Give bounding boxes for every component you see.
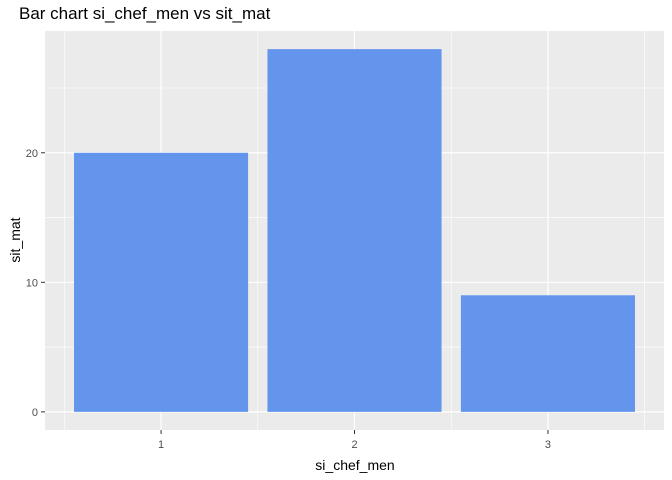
y-tick-label: 0 — [32, 407, 38, 419]
x-tick-label: 2 — [351, 439, 357, 451]
bar-1 — [74, 152, 249, 412]
y-axis-label: sit_mat — [7, 217, 23, 262]
bar-3 — [460, 295, 635, 412]
y-tick-label: 10 — [26, 277, 38, 289]
y-axis: 0 10 20 — [26, 148, 45, 419]
x-tick-label: 1 — [158, 439, 164, 451]
x-axis-label: si_chef_men — [315, 457, 394, 473]
chart-title: Bar chart si_chef_men vs sit_mat — [19, 4, 271, 23]
x-axis: 1 2 3 — [158, 430, 551, 451]
y-tick-label: 20 — [26, 148, 38, 160]
x-tick-label: 3 — [545, 439, 551, 451]
bars — [74, 49, 635, 412]
bar-2 — [267, 49, 442, 412]
